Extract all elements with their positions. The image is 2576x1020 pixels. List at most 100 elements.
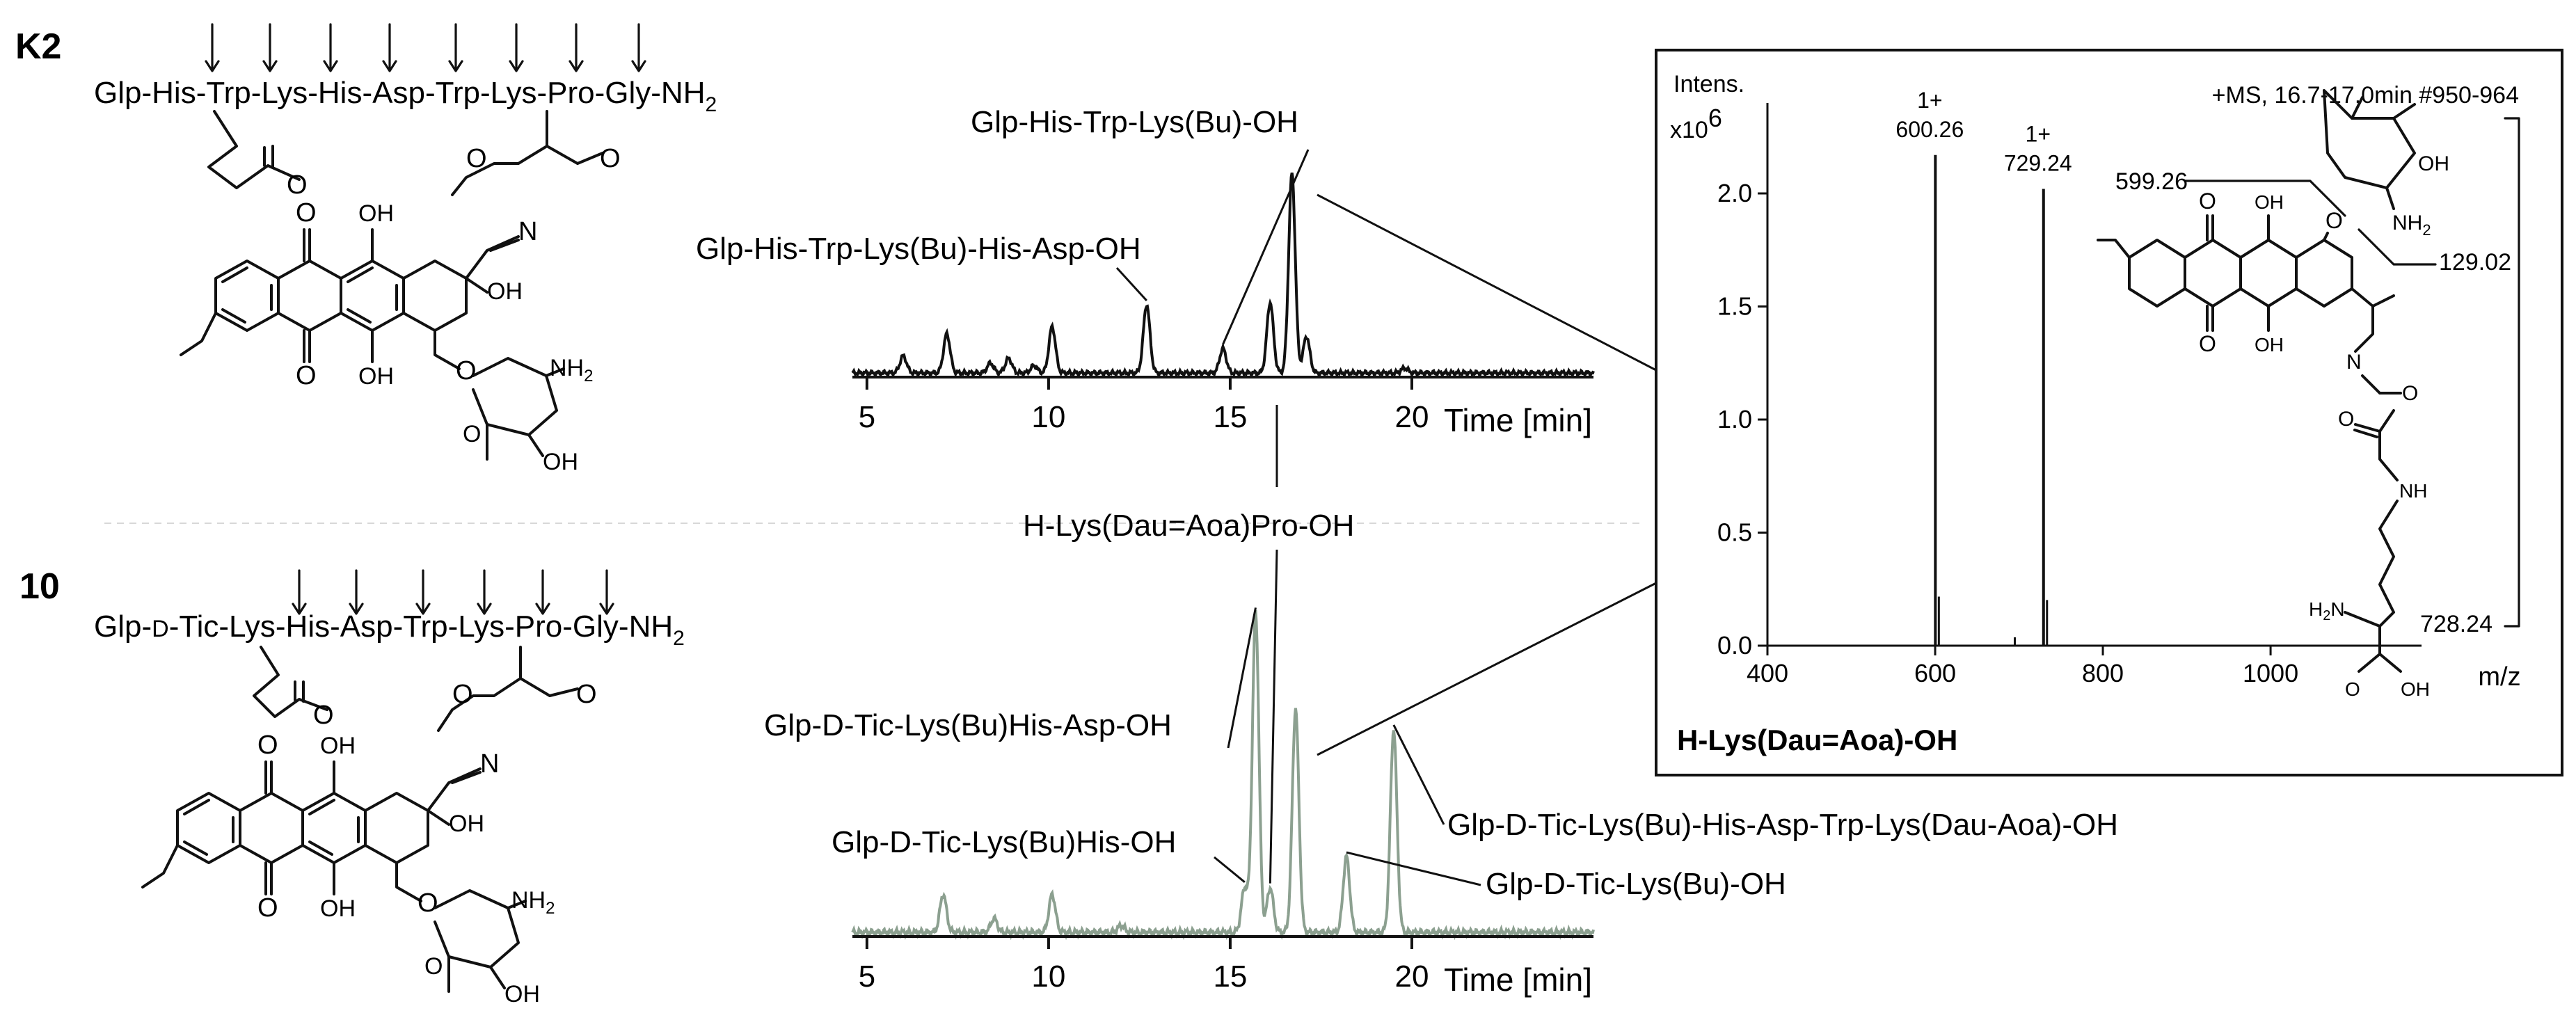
seq-res: D — [152, 616, 169, 642]
y-tick-label: 1.5 — [1717, 292, 1752, 321]
c10-cleavage-arrows — [292, 569, 614, 615]
ms-peak-label: 600.26 — [1895, 117, 1964, 142]
atom-label: OH — [543, 449, 578, 475]
seq-res: His — [152, 76, 196, 110]
atom-label: O — [287, 170, 308, 200]
atom-label: O — [452, 680, 473, 709]
peak-annotation: Glp-D-Tic-Lys(Bu)His-OH — [832, 825, 1176, 859]
seq-res: Glp — [94, 609, 141, 644]
k2-peptide-sequence: Glp-His-Trp-Lys-His-Asp-Trp-Lys-Pro-Gly-… — [94, 76, 717, 116]
seq-res: Trp — [206, 76, 251, 110]
chromatogram-trace — [851, 609, 1595, 941]
atom-sub: 2 — [2422, 221, 2431, 239]
atom-label: O — [576, 680, 597, 709]
atom-label: O — [296, 198, 317, 228]
seq-res: Glp — [94, 76, 141, 110]
atom-label: O — [313, 701, 334, 730]
x-tick-label: 400 — [1747, 659, 1788, 687]
seq-res: Asp — [372, 76, 425, 110]
x-tick-label: 15 — [1213, 400, 1247, 434]
atom-label: O — [257, 893, 278, 923]
atom-label: OH — [2255, 191, 2284, 213]
seq-sub: 2 — [673, 627, 685, 650]
atom-label: O — [2345, 678, 2360, 700]
ms-header: +MS, 16.7-17.0min #950-964 — [2212, 82, 2519, 109]
atom-label: N — [2330, 598, 2344, 620]
ms-peak-charge: 1+ — [2026, 122, 2051, 147]
fragment-bracket — [2184, 180, 2346, 217]
x-tick-label: 10 — [1031, 959, 1065, 994]
atom-label: NH — [511, 887, 546, 914]
atom-label: O — [600, 144, 621, 173]
annotation-leader — [1222, 149, 1310, 345]
annotation-leader — [1392, 724, 1445, 825]
y-multiplier-exp: 6 — [1708, 104, 1722, 132]
atom-label: N — [480, 749, 499, 779]
seq-res: Pro — [515, 609, 562, 644]
atom-label: NH2 — [511, 887, 555, 918]
seq-res: Tic — [179, 609, 218, 644]
atom-label: OH — [320, 733, 356, 759]
atom-label: O — [2402, 382, 2418, 405]
x-axis-label: Time [min] — [1444, 962, 1592, 998]
chromatogram-trace — [851, 172, 1595, 379]
svg-text:Glp-His-Trp-Lys-His-Asp-Trp-Ly: Glp-His-Trp-Lys-His-Asp-Trp-Lys-Pro-Gly-… — [94, 76, 717, 116]
atom-label: N — [518, 217, 537, 246]
x-axis-label: m/z — [2478, 662, 2520, 692]
fragment-bracket — [2358, 228, 2437, 266]
atom-label: O — [257, 731, 278, 760]
svg-text:Glp-D-Tic-Lys-His-Asp-Trp-Lys-: Glp-D-Tic-Lys-His-Asp-Trp-Lys-Pro-Gly-NH… — [94, 609, 685, 650]
chromatogram-10: 5 10 15 20 Time [min] H-Lys(Dau=Aoa)Pro-OH G… — [764, 509, 2118, 998]
seq-res: His — [286, 609, 331, 644]
k2-cleavage-arrows — [205, 23, 646, 72]
fragment-mass: 599.26 — [2115, 168, 2188, 195]
k2-aoa-linker: O O — [451, 110, 621, 196]
k2-daunorubicin-structure: O O OH OH OH N O NH2 OH O — [180, 198, 593, 475]
ms-peak-label: 729.24 — [2004, 151, 2072, 176]
x-tick-label: 5 — [859, 959, 875, 994]
seq-res: Lys — [491, 76, 537, 110]
annotation-leader — [1269, 549, 1278, 884]
atom-label: O — [296, 361, 317, 390]
c10-daunorubicin-structure: O O OH OH OH N O NH2 OH O — [141, 731, 555, 1007]
x-tick-label: 800 — [2082, 659, 2124, 687]
mass-spectrum-panel: +MS, 16.7-17.0min #950-964 Intens. x106 … — [1655, 49, 2563, 776]
zoom-connector — [1317, 582, 1657, 756]
ms-title: H-Lys(Dau=Aoa)-OH — [1677, 724, 1957, 756]
seq-res: NH — [661, 76, 706, 110]
y-tick-label: 0.5 — [1717, 518, 1752, 547]
c10-aoa-linker: O O — [437, 646, 597, 732]
chromatogram-k2: 5 10 15 20 Time [min] Glp-His-Trp-Lys(Bu)-O… — [696, 105, 1595, 487]
atom-sub: 2 — [2323, 608, 2330, 623]
seq-res: Lys — [261, 76, 308, 110]
atom-label: NH2 — [550, 355, 593, 385]
x-tick-label: 1000 — [2243, 659, 2298, 687]
y-multiplier: x106 — [1670, 104, 1722, 143]
fragment-bracket — [2504, 117, 2520, 628]
y-tick-label: 2.0 — [1717, 179, 1752, 207]
atom-label: NH — [2392, 212, 2422, 234]
seq-res: Asp — [340, 609, 393, 644]
y-axis-label: Intens. — [1673, 71, 1744, 97]
x-axis-label: Time [min] — [1444, 402, 1592, 438]
seq-res: Gly — [573, 609, 619, 644]
atom-label: O — [2199, 331, 2216, 356]
k2-butyryl-group: O — [207, 110, 308, 200]
atom-label: NH — [2399, 480, 2427, 502]
atom-label: H — [2309, 598, 2323, 620]
peak-annotation: Glp-D-Tic-Lys(Bu)-His-Asp-Trp-Lys(Dau-Ao… — [1447, 808, 2118, 842]
atom-label: O — [2199, 189, 2216, 214]
y-multiplier-base: x10 — [1670, 117, 1708, 143]
atom-label: O — [2338, 408, 2354, 431]
atom-sub: 2 — [584, 367, 593, 385]
atom-label: OH — [2418, 152, 2449, 175]
atom-label: H2N — [2309, 598, 2345, 623]
atom-label: O — [463, 421, 481, 447]
x-tick-label: 5 — [859, 400, 875, 434]
seq-res: Trp — [436, 76, 480, 110]
seq-sub: 2 — [705, 93, 717, 116]
atom-label: NH — [550, 355, 584, 381]
seq-res: Trp — [403, 609, 447, 644]
atom-label: O — [424, 953, 443, 980]
atom-label: OH — [487, 278, 523, 305]
